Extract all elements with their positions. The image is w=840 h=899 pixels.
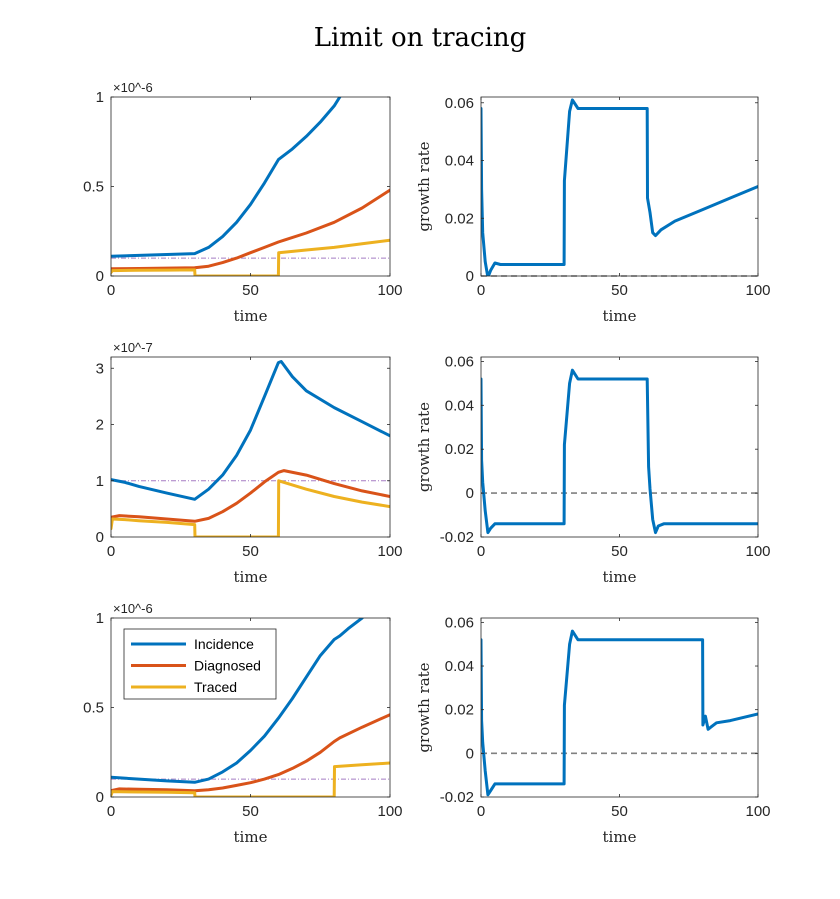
- y-tick-label: 0.04: [445, 658, 474, 675]
- exponent-label: ×10^-6: [113, 601, 153, 616]
- x-axis-label: time: [234, 568, 268, 586]
- y-tick-label: 1: [96, 89, 104, 106]
- y-tick-label: 0.06: [445, 353, 474, 370]
- x-axis-label: time: [603, 307, 637, 325]
- x-tick-label: 50: [242, 803, 259, 820]
- series-line-incidence: [481, 98, 758, 276]
- x-axis-label: time: [603, 828, 637, 846]
- y-tick-label: 0.06: [445, 614, 474, 631]
- y-axis-label: growth rate: [415, 141, 433, 231]
- x-tick-label: 0: [107, 543, 115, 560]
- x-tick-label: 100: [745, 282, 770, 299]
- series-line-incidence: [481, 368, 758, 535]
- x-tick-label: 100: [377, 543, 402, 560]
- y-tick-label: -0.02: [440, 529, 474, 546]
- series-group: [111, 618, 390, 797]
- exponent-label: ×10^-7: [113, 340, 153, 355]
- y-axis-label: growth rate: [415, 662, 433, 752]
- subplot-r2c1: 0 50 100 0 1 2 3 time ×10^-7: [96, 340, 403, 586]
- series-line-incidence: [481, 629, 758, 797]
- x-tick-label: 50: [611, 543, 628, 560]
- legend-label-diagnosed: Diagnosed: [194, 658, 261, 674]
- y-tick-label: 0.5: [83, 700, 104, 717]
- y-tick-label: -0.02: [440, 789, 474, 806]
- series-group: [481, 368, 758, 535]
- y-tick-label: 0.06: [445, 95, 474, 112]
- y-tick-label: 0.04: [445, 397, 474, 414]
- x-tick-label: 100: [377, 803, 402, 820]
- legend: Incidence Diagnosed Traced: [123, 628, 277, 700]
- subplot-r3c1: 0 50 100 0 0.5 1 time ×10^-6 Incidence Diagnosed T…: [83, 601, 402, 846]
- y-tick-label: 1: [96, 473, 104, 490]
- figure-title: Limit on tracing: [314, 23, 527, 53]
- x-axis-label: time: [603, 568, 637, 586]
- x-tick-label: 100: [745, 803, 770, 820]
- subplot-r1c1: 0 50 100 0 0.5 1 time ×10^-6: [83, 80, 402, 325]
- y-tick-label: 0.5: [83, 179, 104, 196]
- subplot-r1c2: 0 50 100 0 0.02 0.04 0.06 time growth rate: [415, 95, 771, 325]
- plot-area: [111, 357, 390, 537]
- x-tick-label: 50: [242, 543, 259, 560]
- series-group: [111, 360, 390, 537]
- y-tick-label: 0: [466, 745, 474, 762]
- plot-area: [481, 97, 758, 276]
- series-line-incidence: [111, 618, 364, 784]
- plot-area: [111, 97, 390, 276]
- x-tick-label: 50: [242, 282, 259, 299]
- plot-area: [481, 357, 758, 537]
- y-tick-label: 2: [96, 417, 104, 434]
- y-tick-label: 0.02: [445, 441, 474, 458]
- x-axis-label: time: [234, 828, 268, 846]
- x-tick-label: 0: [477, 543, 485, 560]
- series-line-diagnosed: [111, 188, 390, 271]
- y-tick-label: 0.02: [445, 210, 474, 227]
- x-tick-label: 0: [107, 282, 115, 299]
- y-tick-label: 0: [96, 529, 104, 546]
- series-group: [481, 629, 758, 797]
- x-tick-label: 0: [107, 803, 115, 820]
- series-line-traced: [111, 238, 390, 276]
- y-tick-label: 0: [466, 268, 474, 285]
- series-line-incidence: [111, 97, 342, 258]
- legend-label-incidence: Incidence: [194, 636, 254, 652]
- series-line-incidence: [111, 360, 390, 501]
- y-tick-label: 3: [96, 360, 104, 377]
- legend-label-traced: Traced: [194, 679, 237, 695]
- x-tick-label: 50: [611, 282, 628, 299]
- series-group: [481, 98, 758, 276]
- y-axis-label: growth rate: [415, 402, 433, 492]
- x-axis-label: time: [234, 307, 268, 325]
- plot-area: [481, 618, 758, 797]
- x-tick-label: 100: [377, 282, 402, 299]
- y-tick-label: 0.02: [445, 702, 474, 719]
- series-line-traced: [111, 761, 390, 797]
- x-tick-label: 100: [745, 543, 770, 560]
- exponent-label: ×10^-6: [113, 80, 153, 95]
- x-tick-label: 50: [611, 803, 628, 820]
- series-line-traced: [111, 479, 390, 537]
- y-tick-label: 0.04: [445, 153, 474, 170]
- series-line-diagnosed: [111, 469, 390, 523]
- series-group: [111, 97, 390, 276]
- x-tick-label: 0: [477, 282, 485, 299]
- series-line-diagnosed: [111, 713, 390, 793]
- y-tick-label: 1: [96, 610, 104, 627]
- y-tick-label: 0: [96, 268, 104, 285]
- y-tick-label: 0: [96, 789, 104, 806]
- y-tick-label: 0: [466, 485, 474, 502]
- x-tick-label: 0: [477, 803, 485, 820]
